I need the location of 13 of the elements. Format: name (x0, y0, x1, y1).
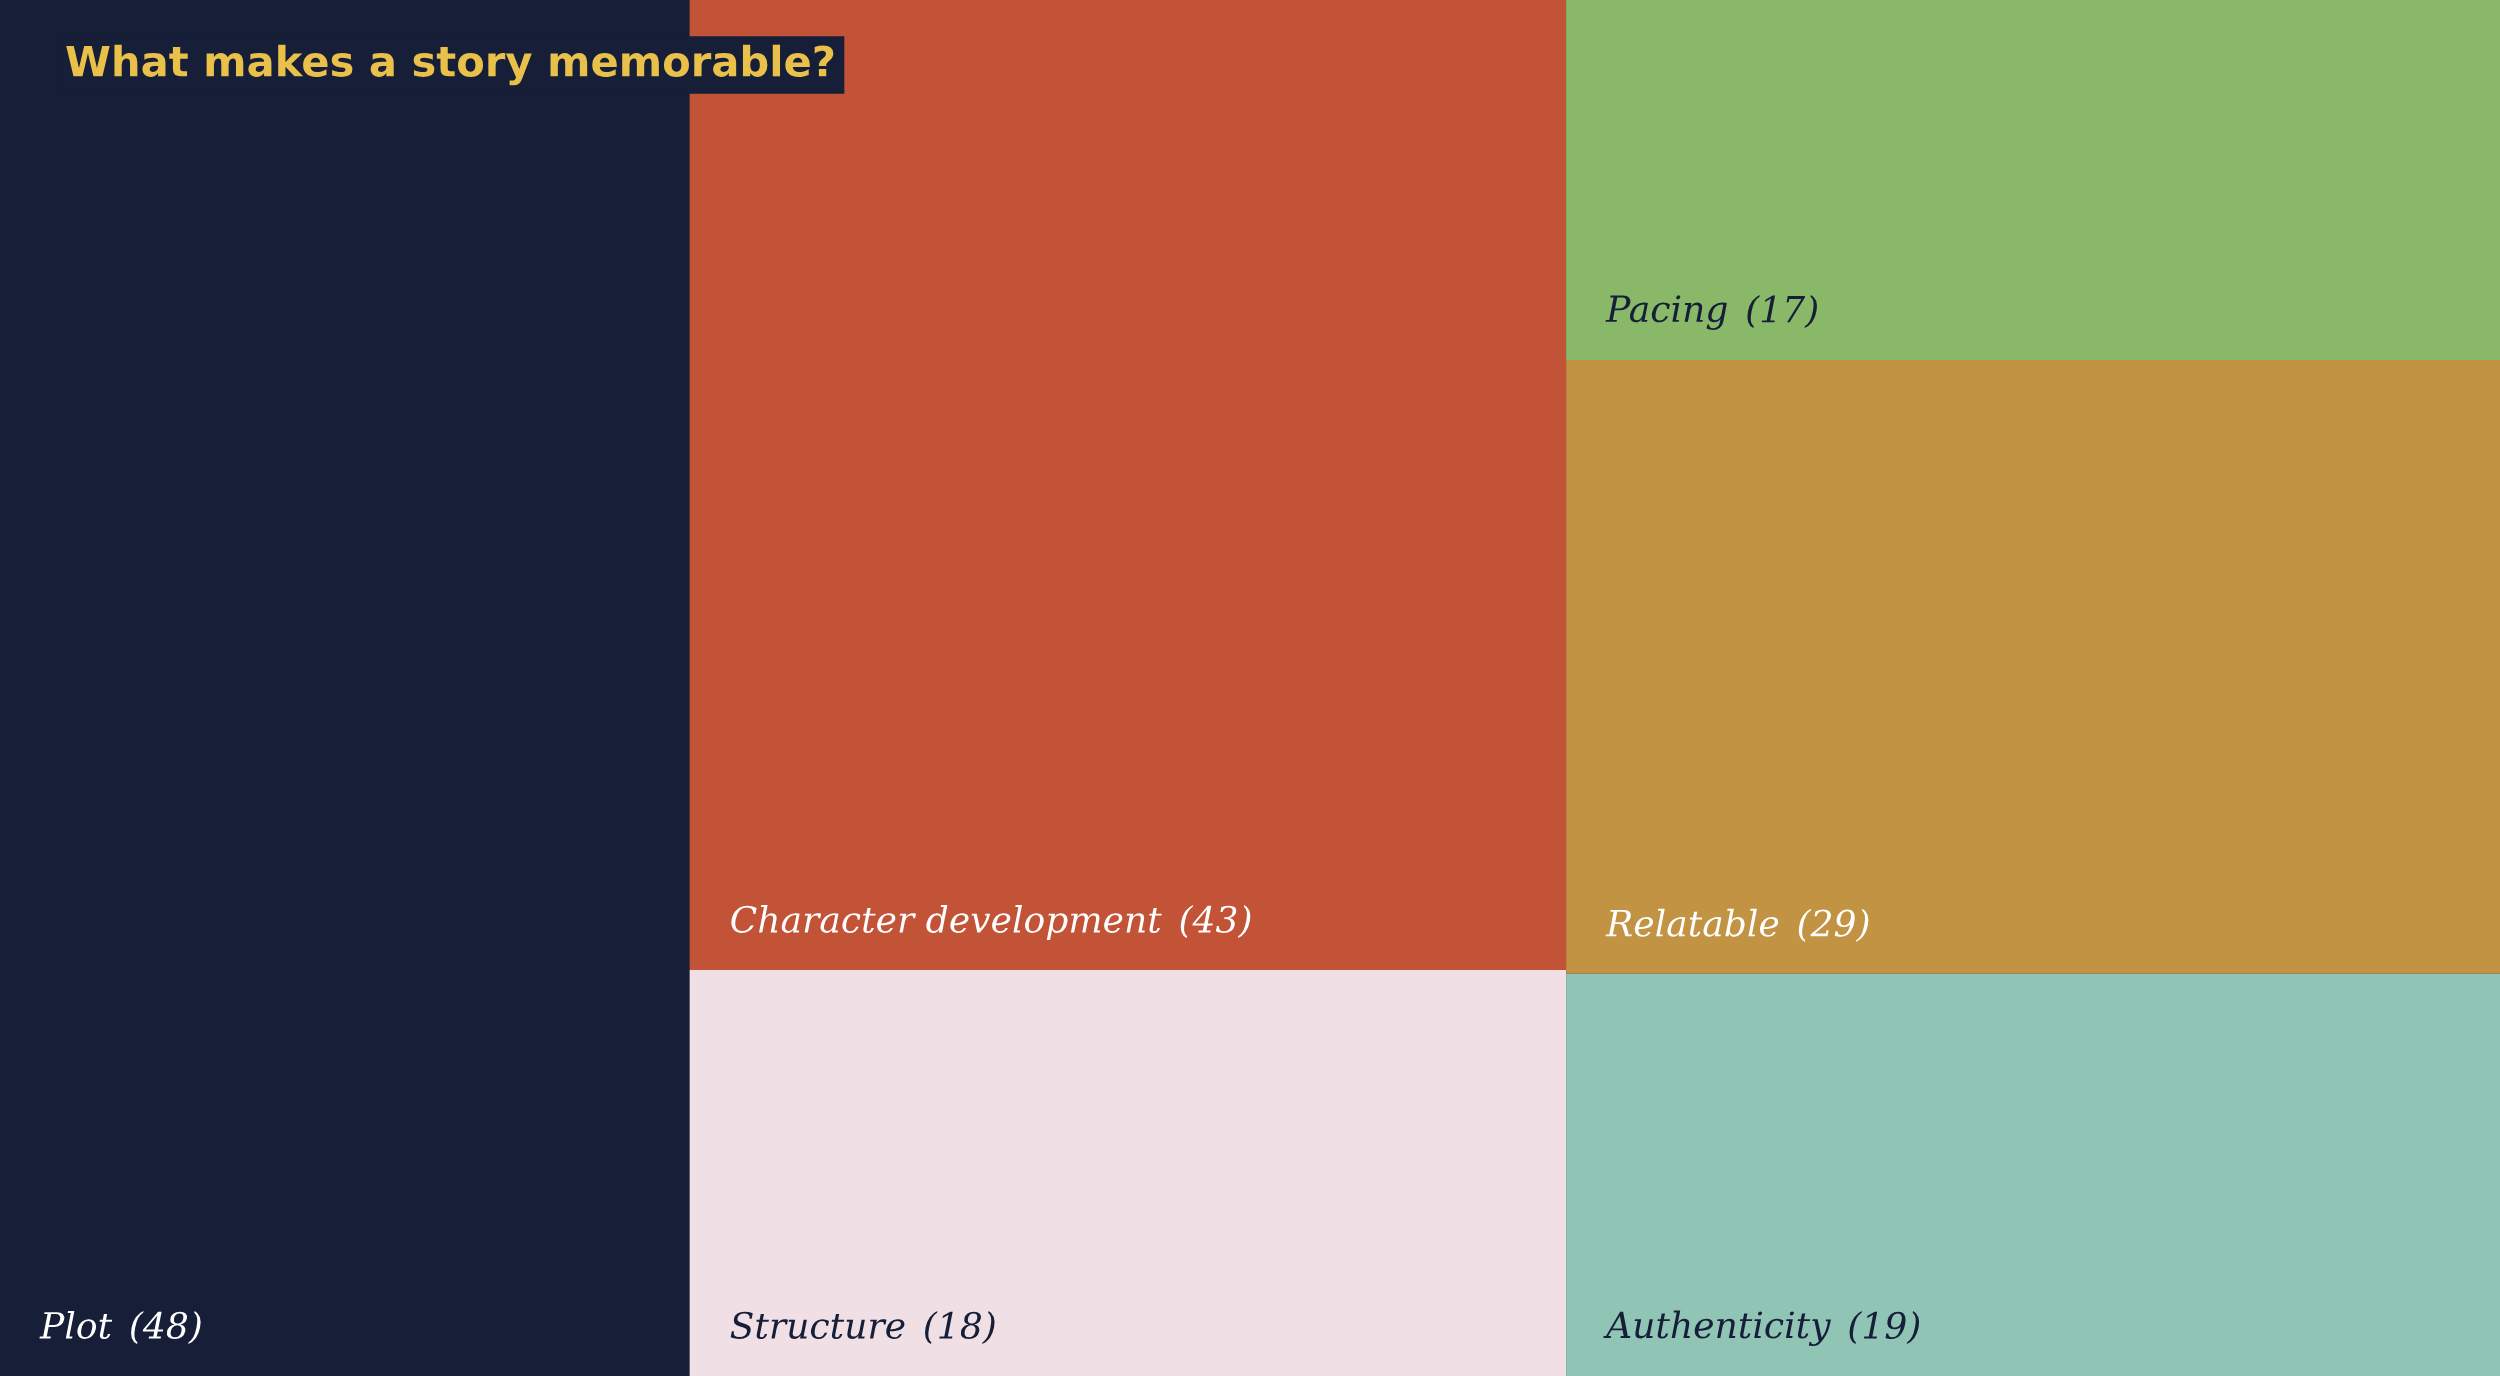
category-label: Authenticity (1603, 1310, 1831, 1346)
category-label: Relatable (1605, 908, 1779, 937)
data-label: (17) (1747, 294, 1817, 328)
data-label: (29) (1798, 908, 1869, 942)
data-label: (18) (925, 1311, 995, 1345)
category-label: Pacing (1605, 295, 1727, 330)
data-label: (43) (1180, 905, 1251, 939)
text: What makes a story memorable? (66, 44, 834, 86)
category-label: Structure (730, 1311, 905, 1339)
category-label: Character development (731, 905, 1162, 940)
data-label: (19) (1849, 1311, 1920, 1345)
data-label: (48) (131, 1311, 201, 1345)
category-label: Plot (39, 1311, 113, 1339)
